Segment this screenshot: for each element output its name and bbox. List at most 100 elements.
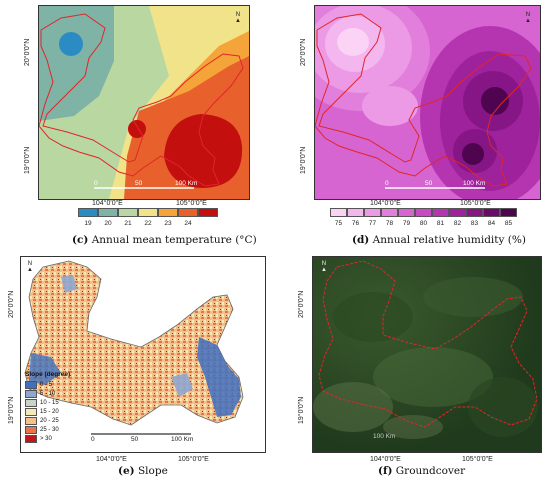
temperature-legend-swatch	[118, 208, 138, 217]
slope-legend-swatch	[25, 398, 37, 407]
humidity-surface	[315, 6, 540, 199]
slope-legend-swatch	[25, 389, 37, 398]
scale-end: 100 Km	[463, 180, 486, 187]
humidity-legend-swatch	[398, 208, 415, 217]
scale-end: 100 Km	[175, 180, 198, 187]
slope-legend-item: 25 - 30	[25, 425, 70, 434]
temperature-legend-swatch	[178, 208, 198, 217]
lat-label-20: 20°0'0"N	[300, 38, 307, 66]
humidity-legend-label: 85	[504, 220, 513, 227]
humidity-legend-label: 80	[419, 220, 428, 227]
slope-legend-label: 0 - 5	[40, 381, 53, 388]
humidity-legend-swatch	[347, 208, 364, 217]
slope-legend-label: > 30	[40, 435, 52, 442]
humidity-legend-label: 84	[487, 220, 496, 227]
lat-label-19: 19°0'0"N	[24, 146, 31, 174]
temperature-legend-label: 19	[84, 220, 92, 227]
caption-temperature: (c) Annual mean temperature (°C)	[72, 234, 257, 246]
slope-legend-label: 5 - 10	[40, 390, 56, 397]
humidity-legend-swatch	[381, 208, 398, 217]
humidity-map: 0 50 100 Km N ▲	[314, 5, 541, 200]
lat-label-19: 19°0'0"N	[300, 146, 307, 174]
humidity-legend-swatch	[415, 208, 432, 217]
caption-slope: (e) Slope	[118, 465, 168, 477]
slope-surface	[24, 260, 244, 435]
humidity-legend-label: 76	[351, 220, 360, 227]
temperature-legend-label: 23	[164, 220, 172, 227]
humidity-legend-label: 83	[470, 220, 479, 227]
slope-legend-swatch	[25, 380, 37, 389]
scale-mid: 50	[135, 180, 143, 187]
lat-label-19: 19°0'0"N	[298, 396, 305, 424]
north-arrow-icon: N ▲	[321, 261, 327, 273]
lon-label-104: 104°0'0"E	[92, 200, 123, 207]
slope-legend-item: 5 - 10	[25, 389, 70, 398]
caption-humidity: (d) Annual relative humidity (%)	[352, 234, 526, 246]
scale-zero: 0	[385, 180, 389, 187]
humidity-legend-label: 82	[453, 220, 462, 227]
humidity-legend-label: 78	[385, 220, 394, 227]
scale-zero: 0	[91, 436, 95, 443]
groundcover-map: 100 Km N ▲	[312, 256, 542, 453]
scale-zero: 0	[94, 180, 98, 187]
scale-end: 100 Km	[171, 436, 194, 443]
slope-legend-label: 25 - 30	[40, 426, 59, 433]
lon-label-104: 104°0'0"E	[370, 200, 401, 207]
temperature-legend-swatch	[138, 208, 158, 217]
humidity-legend-label: 81	[436, 220, 445, 227]
slope-map: 0 50 100 Km N ▲ Slope (degree) 0 - 5 5 - …	[20, 256, 266, 453]
slope-legend-swatch	[25, 434, 37, 443]
humidity-legend-swatch	[500, 208, 517, 217]
temperature-legend-swatch	[198, 208, 218, 217]
slope-legend-item: 0 - 5	[25, 380, 70, 389]
scale-end: 100 Km	[373, 433, 396, 440]
lon-label-105: 105°0'0"E	[176, 200, 207, 207]
scale-mid: 50	[425, 180, 433, 187]
humidity-legend-label: 77	[368, 220, 377, 227]
caption-groundcover: (f) Groundcover	[378, 465, 466, 477]
lon-label-104: 104°0'0"E	[370, 456, 401, 463]
humidity-legend-swatch	[466, 208, 483, 217]
humidity-legend-label: 75	[334, 220, 343, 227]
temperature-legend-label: 21	[124, 220, 132, 227]
lon-label-105: 105°0'0"E	[462, 456, 493, 463]
slope-legend-title: Slope (degree)	[25, 371, 71, 378]
temperature-legend-swatch	[98, 208, 118, 217]
lon-label-105: 105°0'0"E	[460, 200, 491, 207]
lon-label-105: 105°0'0"E	[178, 456, 209, 463]
humidity-legend-swatch	[432, 208, 449, 217]
satellite-image	[313, 257, 541, 452]
temperature-legend-swatch	[158, 208, 178, 217]
temperature-map: 0 50 100 Km N ▲	[38, 5, 250, 200]
slope-legend-item: 10 - 15	[25, 398, 70, 407]
temperature-legend-label: 22	[144, 220, 152, 227]
slope-legend-swatch	[25, 416, 37, 425]
region-boundary	[315, 13, 532, 187]
north-arrow-icon: N ▲	[525, 12, 531, 24]
slope-legend-item: 15 - 20	[25, 407, 70, 416]
slope-legend-label: 10 - 15	[40, 399, 59, 406]
temperature-surface	[39, 6, 249, 199]
north-arrow-icon: N ▲	[235, 12, 241, 24]
humidity-legend-swatch	[330, 208, 347, 217]
region-boundary	[39, 13, 244, 187]
slope-legend: Slope (degree) 0 - 5 5 - 10 10 - 15 15 - 20…	[25, 371, 70, 443]
temperature-legend-label: 24	[184, 220, 192, 227]
temperature-legend-swatch	[78, 208, 98, 217]
slope-legend-label: 20 - 25	[40, 417, 59, 424]
north-arrow-icon: N ▲	[27, 261, 33, 273]
humidity-legend-swatch	[483, 208, 500, 217]
scale-mid: 50	[131, 436, 139, 443]
slope-legend-label: 15 - 20	[40, 408, 59, 415]
lat-label-20: 20°0'0"N	[24, 38, 31, 66]
temperature-legend-label: 20	[104, 220, 112, 227]
humidity-legend-swatch	[449, 208, 466, 217]
slope-legend-swatch	[25, 425, 37, 434]
slope-legend-item: > 30	[25, 434, 70, 443]
lon-label-104: 104°0'0"E	[96, 456, 127, 463]
slope-legend-item: 20 - 25	[25, 416, 70, 425]
humidity-legend-swatch	[364, 208, 381, 217]
lat-label-20: 20°0'0"N	[298, 290, 305, 318]
lat-label-19: 19°0'0"N	[8, 396, 15, 424]
slope-legend-swatch	[25, 407, 37, 416]
